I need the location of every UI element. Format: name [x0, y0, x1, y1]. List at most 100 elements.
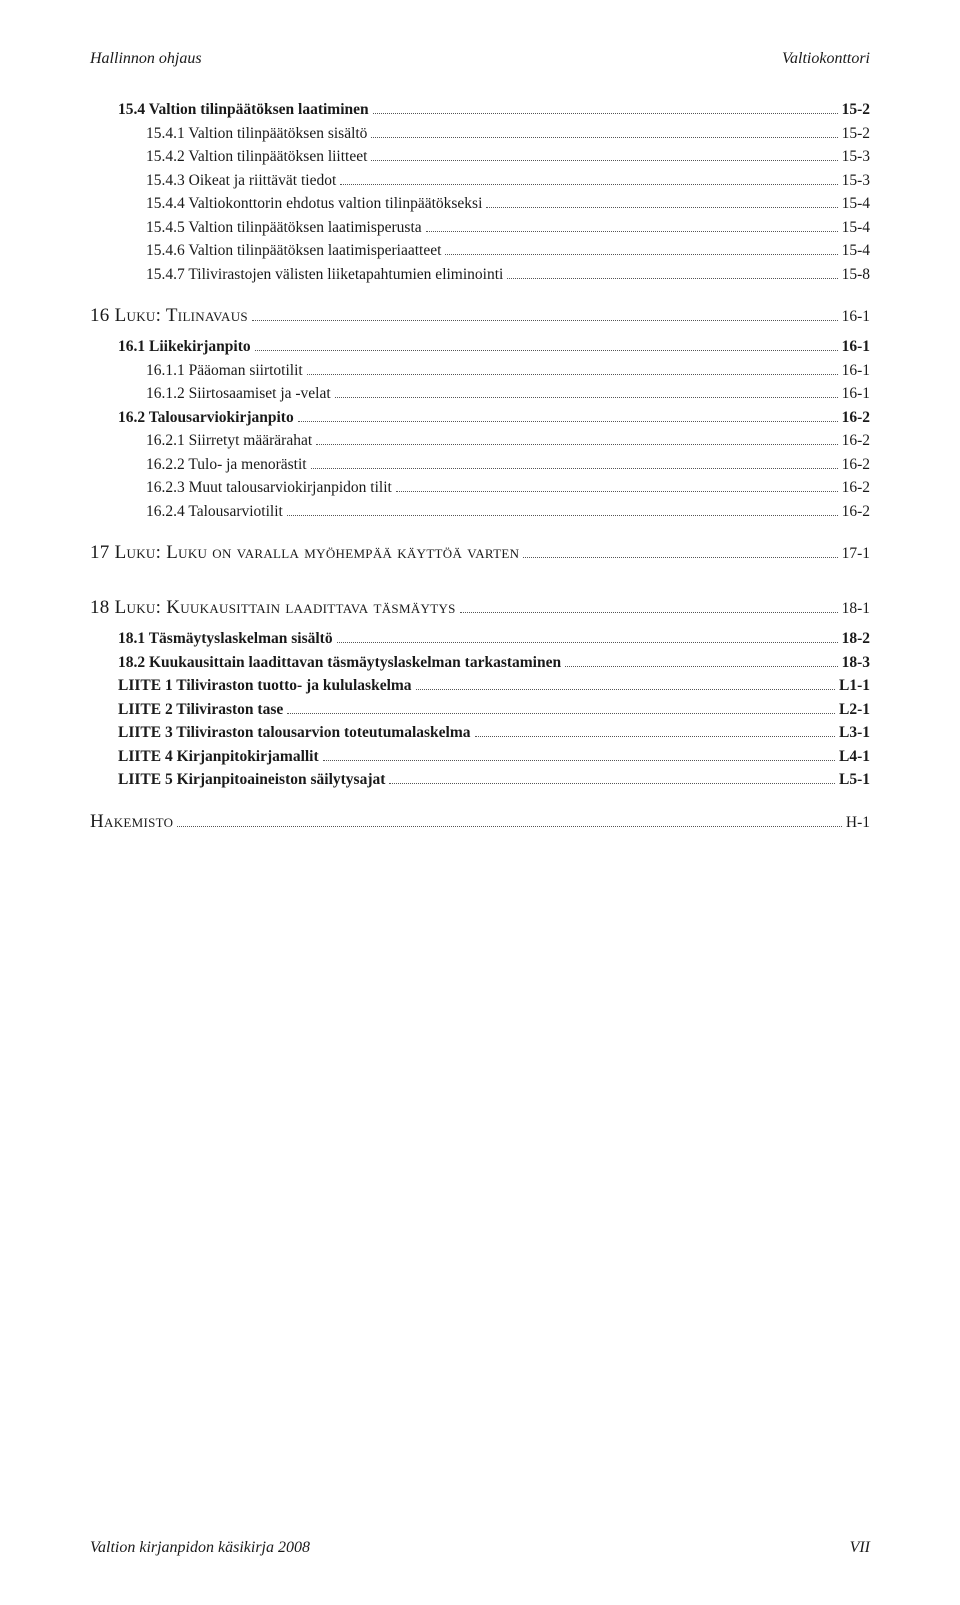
toc-leader-dots	[426, 231, 838, 232]
toc-entry: 15.4 Valtion tilinpäätöksen laatiminen 15…	[90, 102, 870, 118]
toc-page: 18-1	[842, 601, 870, 617]
toc-label: 16.1 Liikekirjanpito	[118, 339, 251, 355]
toc-entry: 15.4.7 Tilivirastojen välisten liiketapa…	[90, 267, 870, 283]
toc-leader-dots	[307, 374, 838, 375]
toc-label: 15.4 Valtion tilinpäätöksen laatiminen	[118, 102, 369, 118]
toc-label: 15.4.5 Valtion tilinpäätöksen laatimispe…	[146, 220, 422, 236]
toc-leader-dots	[298, 421, 838, 422]
toc-entry: 15.4.5 Valtion tilinpäätöksen laatimispe…	[90, 220, 870, 236]
toc-leader-dots	[177, 826, 842, 827]
toc-entry: 16.2.2 Tulo- ja menorästit 16-2	[90, 457, 870, 473]
toc-leader-dots	[337, 642, 838, 643]
toc-entry: 15.4.6 Valtion tilinpäätöksen laatimispe…	[90, 243, 870, 259]
toc-entry: 16.1.2 Siirtosaamiset ja -velat 16-1	[90, 386, 870, 402]
toc-entry: 16.1 Liikekirjanpito 16-1	[90, 339, 870, 355]
toc-label: 15.4.1 Valtion tilinpäätöksen sisältö	[146, 126, 367, 142]
toc-page: L5-1	[839, 772, 870, 788]
toc-entry: 18.2 Kuukausittain laadittavan täsmäytys…	[90, 655, 870, 671]
toc-label: 16.2.3 Muut talousarviokirjanpidon tilit	[146, 480, 392, 496]
toc-leader-dots	[416, 689, 835, 690]
toc-page: L1-1	[839, 678, 870, 694]
toc-leader-dots	[335, 397, 838, 398]
footer-left: Valtion kirjanpidon käsikirja 2008	[90, 1539, 310, 1557]
toc-leader-dots	[445, 254, 837, 255]
toc-label: 16 Luku: Tilinavaus	[90, 306, 248, 325]
toc-gap	[90, 290, 870, 306]
toc-page: 16-2	[842, 504, 870, 520]
toc-page: 15-4	[842, 196, 870, 212]
toc-label: LIITE 2 Tiliviraston tase	[118, 702, 283, 718]
toc-page: 15-8	[842, 267, 870, 283]
toc-page: 15-4	[842, 220, 870, 236]
toc-page: 15-4	[842, 243, 870, 259]
toc-gap	[90, 796, 870, 812]
toc-page: L3-1	[839, 725, 870, 741]
toc-page: 16-1	[842, 339, 870, 355]
toc-page: 16-1	[842, 309, 870, 325]
toc-page: 16-2	[842, 480, 870, 496]
toc-leader-dots	[371, 137, 837, 138]
toc-leader-dots	[389, 783, 835, 784]
toc-entry: 15.4.2 Valtion tilinpäätöksen liitteet 15…	[90, 149, 870, 165]
toc-label: 16.2.1 Siirretyt määrärahat	[146, 433, 312, 449]
toc-page: L2-1	[839, 702, 870, 718]
toc-label: 16.1.2 Siirtosaamiset ja -velat	[146, 386, 331, 402]
toc-entry: 15.4.1 Valtion tilinpäätöksen sisältö 15-…	[90, 126, 870, 142]
toc-entry: Hakemisto H-1	[90, 812, 870, 831]
toc-label: 15.4.3 Oikeat ja riittävät tiedot	[146, 173, 336, 189]
toc-label: 15.4.4 Valtiokonttorin ehdotus valtion t…	[146, 196, 482, 212]
toc-entry: 16 Luku: Tilinavaus 16-1	[90, 306, 870, 325]
toc-leader-dots	[523, 557, 837, 558]
toc-entry: LIITE 4 Kirjanpitokirjamallit L4-1	[90, 749, 870, 765]
toc-entry: LIITE 2 Tiliviraston tase L2-1	[90, 702, 870, 718]
toc-label: 15.4.2 Valtion tilinpäätöksen liitteet	[146, 149, 367, 165]
toc-page: 16-1	[842, 386, 870, 402]
toc-page: 16-2	[842, 433, 870, 449]
table-of-contents: 15.4 Valtion tilinpäätöksen laatiminen 15…	[90, 102, 870, 831]
toc-label: LIITE 4 Kirjanpitokirjamallit	[118, 749, 319, 765]
toc-leader-dots	[255, 350, 838, 351]
toc-entry: 15.4.4 Valtiokonttorin ehdotus valtion t…	[90, 196, 870, 212]
toc-entry: 16.2.4 Talousarviotilit 16-2	[90, 504, 870, 520]
toc-entry: 16.1.1 Pääoman siirtotilit 16-1	[90, 363, 870, 379]
toc-label: 18 Luku: Kuukausittain laadittava täsmäy…	[90, 598, 456, 617]
toc-gap	[90, 570, 870, 598]
toc-leader-dots	[287, 713, 835, 714]
toc-leader-dots	[486, 207, 837, 208]
page-footer: Valtion kirjanpidon käsikirja 2008 VII	[90, 1539, 870, 1557]
toc-entry: 16.2.3 Muut talousarviokirjanpidon tilit…	[90, 480, 870, 496]
toc-label: 18.1 Täsmäytyslaskelman sisältö	[118, 631, 333, 647]
toc-page: 15-2	[842, 126, 870, 142]
toc-page: L4-1	[839, 749, 870, 765]
toc-entry: 17 Luku: Luku on varalla myöhempää käytt…	[90, 543, 870, 562]
toc-label: 18.2 Kuukausittain laadittavan täsmäytys…	[118, 655, 561, 671]
toc-entry: 16.2.1 Siirretyt määrärahat 16-2	[90, 433, 870, 449]
toc-leader-dots	[373, 113, 838, 114]
toc-page: 15-3	[842, 149, 870, 165]
toc-leader-dots	[311, 468, 838, 469]
toc-entry: LIITE 1 Tiliviraston tuotto- ja kululask…	[90, 678, 870, 694]
toc-label: 17 Luku: Luku on varalla myöhempää käytt…	[90, 543, 519, 562]
footer-right: VII	[850, 1539, 870, 1557]
toc-label: Hakemisto	[90, 812, 173, 831]
toc-page: 16-1	[842, 363, 870, 379]
toc-page: H-1	[846, 815, 870, 831]
toc-page: 18-2	[842, 631, 870, 647]
toc-page: 16-2	[842, 457, 870, 473]
toc-leader-dots	[507, 278, 837, 279]
toc-leader-dots	[287, 515, 838, 516]
toc-label: 16.2 Talousarviokirjanpito	[118, 410, 294, 426]
toc-leader-dots	[460, 612, 838, 613]
toc-entry: LIITE 5 Kirjanpitoaineiston säilytysajat…	[90, 772, 870, 788]
toc-label: 16.2.4 Talousarviotilit	[146, 504, 283, 520]
toc-page: 15-2	[842, 102, 870, 118]
toc-page: 15-3	[842, 173, 870, 189]
toc-leader-dots	[323, 760, 835, 761]
header-left: Hallinnon ohjaus	[90, 50, 202, 68]
toc-label: 16.2.2 Tulo- ja menorästit	[146, 457, 307, 473]
toc-leader-dots	[565, 666, 837, 667]
header-right: Valtiokonttori	[782, 50, 870, 68]
toc-page: 17-1	[842, 546, 870, 562]
toc-label: 16.1.1 Pääoman siirtotilit	[146, 363, 303, 379]
toc-label: 15.4.6 Valtion tilinpäätöksen laatimispe…	[146, 243, 441, 259]
